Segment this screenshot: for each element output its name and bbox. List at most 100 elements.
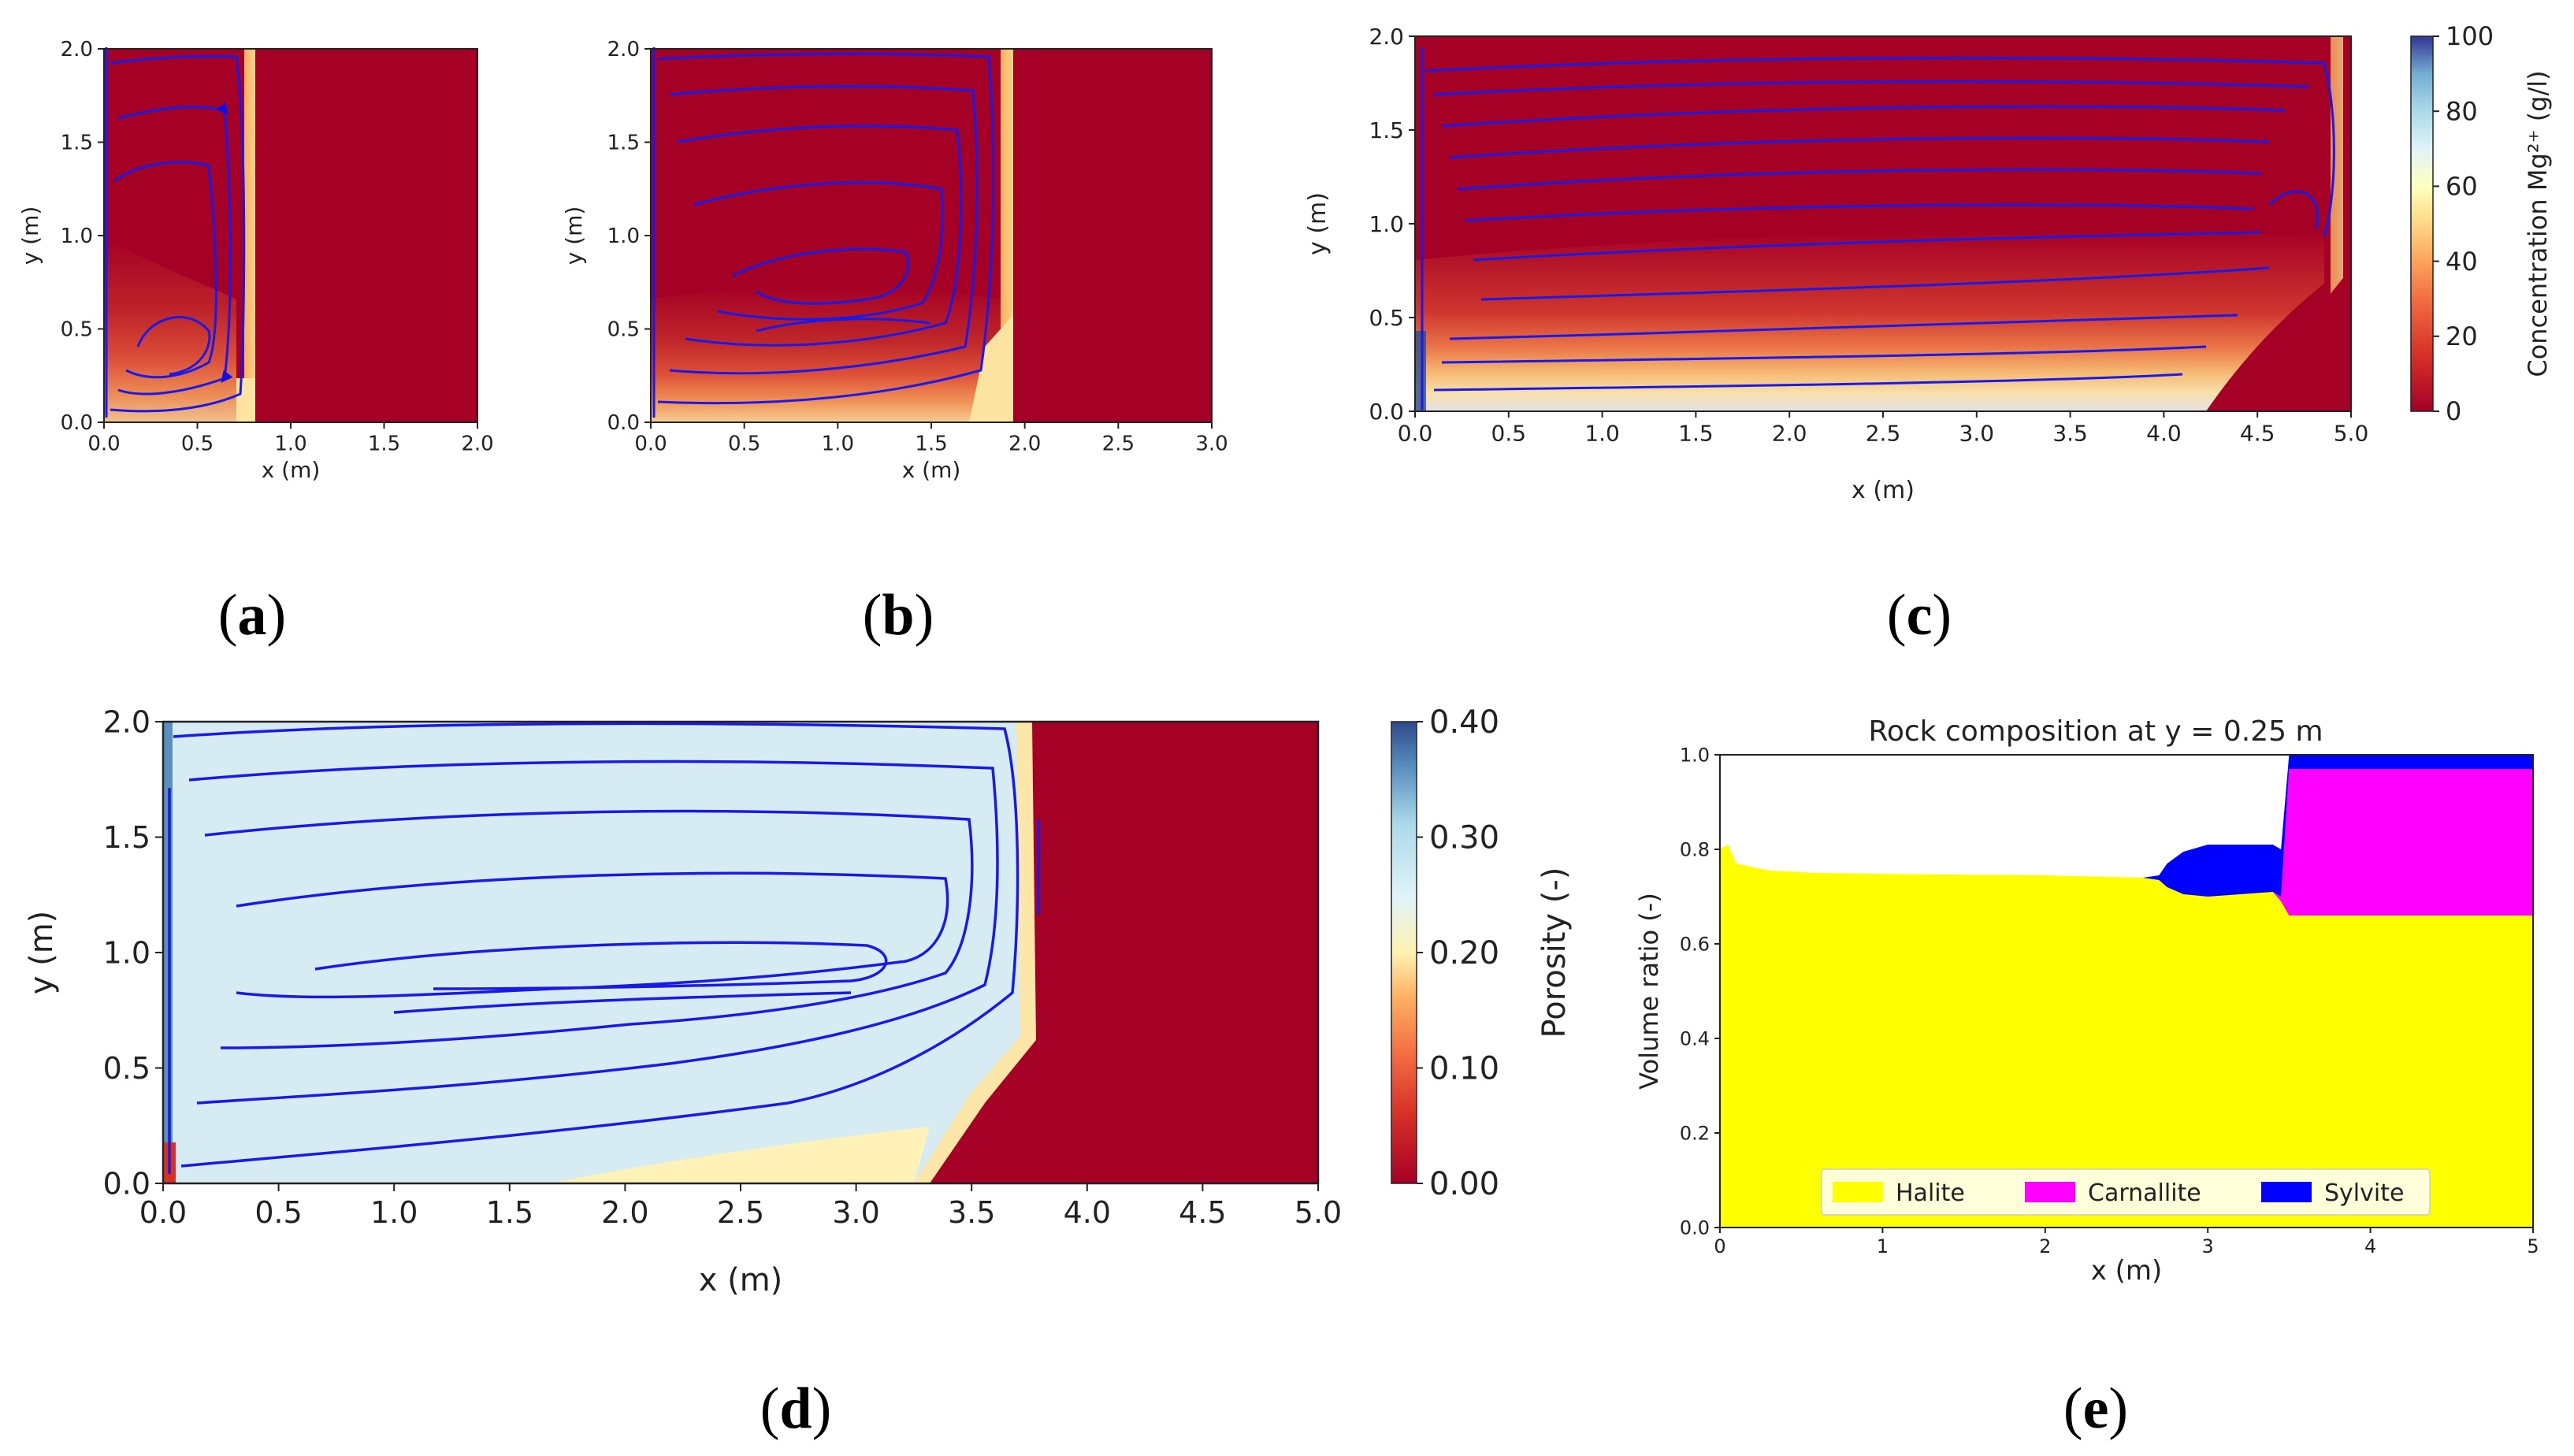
- x-tick-label: 2.5: [1866, 420, 1901, 446]
- x-tick-label: 1.5: [1678, 420, 1714, 446]
- x-tick-label: 2.5: [717, 1195, 764, 1230]
- panel-c-plume: [1415, 229, 2324, 411]
- panel-b-streamline: [756, 318, 930, 332]
- colorbar-tick-label: 80: [2446, 96, 2478, 126]
- panel-a-streamline: [113, 161, 217, 379]
- panel-a-streamline: [110, 55, 246, 413]
- panel-d-streamline: [204, 809, 974, 1049]
- y-tick-label: 0.6: [1680, 933, 1710, 955]
- y-tick-label: 0.2: [1680, 1122, 1710, 1144]
- panel-c-xlabel: x (m): [1852, 477, 1915, 504]
- panel-d-ticks: 0.0 0.5 1.0 1.5 2.0 2.5 3.0 3.5 4.0 4.5 5.0 0.0 0.5 1…: [103, 704, 1343, 1230]
- area-halite: [1720, 845, 2533, 1228]
- panel-a: 0.0 0.5 1.0 1.5 2.0 0.0 0.5 1.0 1.5 2.0 x (m) y (…: [17, 38, 494, 483]
- panel-c-streamline: [1449, 314, 2238, 340]
- panel-d-ylabel: y (m): [24, 911, 60, 995]
- panel-e-ylabel: Volume ratio (-): [1634, 893, 1664, 1090]
- panel-c-streamline: [1433, 80, 2309, 96]
- y-tick-label: 1.0: [103, 935, 150, 970]
- y-tick-label: 1.0: [61, 225, 93, 248]
- panel-d-left-strip: [163, 722, 173, 1183]
- panel-c: 0.0 0.5 1.0 1.5 2.0 2.5 3.0 3.5 4.0 4.5 5.0 0.0 0.5 1…: [1304, 21, 2553, 504]
- panel-b-ticks: 0.0 0.5 1.0 1.5 2.0 2.5 3.0 0.0 0.5 1.0 1.5 2.0: [607, 38, 1228, 455]
- panel-a-ticks: 0.0 0.5 1.0 1.5 2.0 0.0 0.5 1.0 1.5 2.0: [61, 38, 494, 455]
- x-tick-label: 2.0: [601, 1195, 648, 1230]
- panel-b-plume: [651, 286, 1001, 422]
- panel-c-front-strip: [2331, 36, 2343, 320]
- panel-d-field: [163, 722, 1318, 1183]
- area-sylvite: [1720, 755, 2533, 897]
- y-tick-label: 1.5: [1369, 117, 1404, 143]
- y-tick-label: 1.0: [1680, 744, 1710, 766]
- y-tick-label: 0.5: [607, 318, 640, 342]
- x-tick-label: 0.5: [254, 1195, 302, 1230]
- panel-b-streamline: [693, 181, 944, 321]
- y-tick-label: 0.0: [607, 411, 640, 435]
- panel-d: 0.0 0.5 1.0 1.5 2.0 2.5 3.0 3.5 4.0 4.5 5.0 0.0 0.5 1…: [24, 704, 1573, 1298]
- panel-e-ticks: 0 1 2 3 4 5 0.0 0.2 0.4 0.6 0.8 1.0: [1680, 744, 2539, 1257]
- x-tick-label: 5: [2527, 1235, 2539, 1257]
- y-tick-label: 0.0: [1680, 1216, 1710, 1239]
- panel-e-title: Rock composition at y = 0.25 m: [1868, 715, 2323, 748]
- panel-a-front-bottom: [236, 378, 255, 422]
- x-tick-label: 2.5: [1102, 432, 1135, 455]
- panel-c-colorbar-bar: [2410, 35, 2434, 412]
- x-tick-label: 0.0: [87, 432, 120, 455]
- panel-c-streamline: [1441, 105, 2286, 128]
- panel-c-streamline: [1441, 345, 2207, 364]
- colorbar-tick-label: 20: [2446, 321, 2478, 351]
- panel-d-colorbar-bar: [1391, 721, 1417, 1184]
- x-tick-label: 1.5: [915, 432, 947, 455]
- legend-swatch-carnallite: [2025, 1182, 2075, 1202]
- area-carnallite: [1720, 769, 2533, 916]
- x-tick-label: 3.0: [832, 1195, 879, 1230]
- panel-c-ticks: 0.0 0.5 1.0 1.5 2.0 2.5 3.0 3.5 4.0 4.5 5.0 0.0 0.5 1…: [1369, 24, 2368, 447]
- y-tick-label: 0.5: [1369, 305, 1404, 331]
- panel-a-streamline: [117, 102, 233, 396]
- legend-swatch-halite: [1833, 1182, 1883, 1202]
- y-tick-label: 0.0: [1369, 399, 1404, 425]
- y-tick-label: 2.0: [61, 38, 93, 61]
- x-tick-label: 1: [1877, 1235, 1889, 1257]
- legend-label-halite: Halite: [1896, 1179, 1965, 1207]
- subfigure-label-b: (b): [863, 583, 934, 648]
- panel-d-front-edge: [914, 722, 1036, 1183]
- panel-a-streamlines: [105, 47, 246, 418]
- panel-a-ylabel: y (m): [17, 206, 43, 266]
- x-tick-label: 0.0: [634, 432, 667, 455]
- panel-a-streamline: [136, 316, 211, 376]
- panel-a-plume: [104, 236, 236, 422]
- panel-c-streamlines: [1421, 47, 2335, 410]
- panel-a-front-strip: [244, 49, 255, 422]
- panel-c-left-strip: [1415, 331, 1426, 411]
- x-tick-label: 4.5: [1179, 1195, 1226, 1230]
- x-tick-label: 4: [2364, 1235, 2376, 1257]
- y-tick-label: 1.5: [607, 132, 640, 155]
- panel-c-streamline: [1433, 373, 2183, 392]
- panel-b: 0.0 0.5 1.0 1.5 2.0 2.5 3.0 0.0 0.5 1.0 1.5 2.0 x (…: [561, 38, 1228, 483]
- subfigure-label-c: (c): [1887, 583, 1952, 648]
- x-tick-label: 0.0: [1398, 420, 1433, 446]
- panel-a-field: [104, 49, 477, 422]
- y-tick-label: 1.0: [607, 225, 640, 248]
- panel-b-streamlines: [652, 47, 995, 418]
- legend-label-sylvite: Sylvite: [2324, 1179, 2404, 1207]
- panel-b-front-bottom: [969, 315, 1013, 422]
- panel-b-ylabel: y (m): [561, 206, 587, 266]
- x-tick-label: 2.0: [461, 432, 493, 455]
- x-tick-label: 0.5: [1491, 420, 1527, 446]
- panel-d-streamline: [236, 871, 949, 999]
- panel-d-streamline: [314, 941, 888, 990]
- y-tick-label: 0.5: [61, 318, 93, 342]
- panel-c-streamline: [1480, 266, 2270, 301]
- subfigure-label-a: (a): [218, 583, 286, 648]
- x-tick-label: 4.0: [1064, 1195, 1111, 1230]
- x-tick-label: 0.5: [181, 432, 214, 455]
- panel-c-colorbar: 0 20 40 60 80 100 Concentration Mg²⁺ (g/l): [2410, 21, 2553, 426]
- x-tick-label: 3: [2202, 1235, 2214, 1257]
- x-tick-label: 4.0: [2146, 420, 2182, 446]
- subfigure-label-e: (e): [2063, 1376, 2128, 1441]
- panel-e-legend: Halite Carnallite Sylvite: [1821, 1168, 2431, 1216]
- y-tick-label: 0.5: [103, 1051, 150, 1086]
